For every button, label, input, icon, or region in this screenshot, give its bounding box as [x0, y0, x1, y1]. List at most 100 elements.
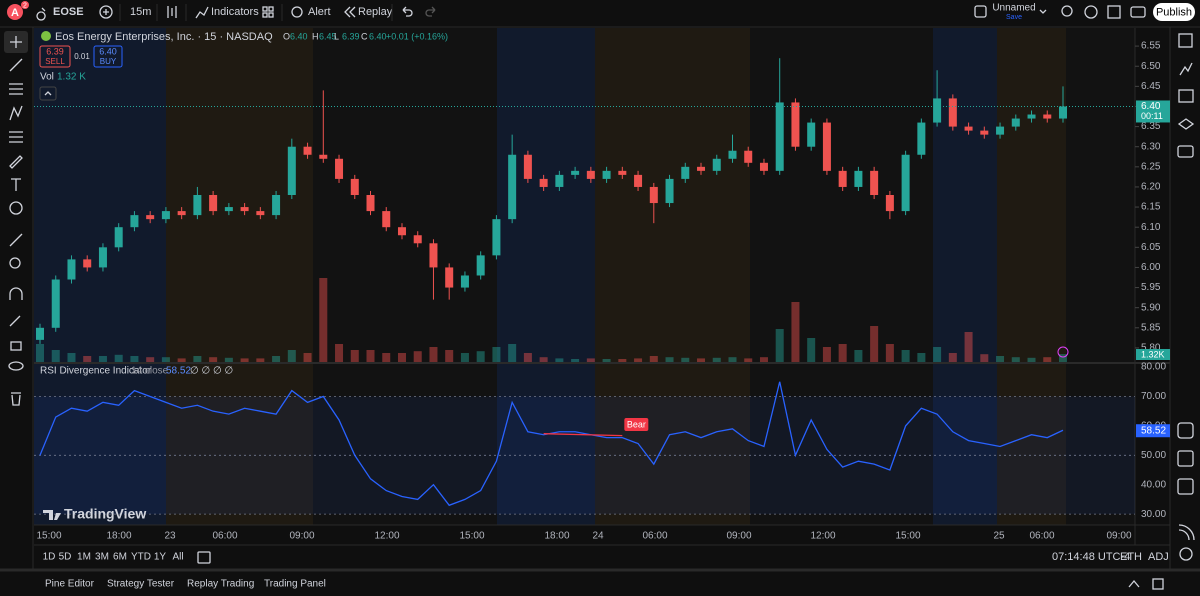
- layout-name[interactable]: Unnamed: [992, 3, 1035, 14]
- calendar[interactable]: [1177, 450, 1194, 467]
- price-tick-label: 6.15: [1141, 202, 1161, 213]
- candle-body: [885, 195, 894, 212]
- delete-tool[interactable]: [11, 392, 21, 406]
- candle-body: [177, 211, 186, 216]
- ohlc-item: +0.01 (+0.16%): [386, 31, 448, 41]
- range-button[interactable]: 1M: [77, 552, 91, 563]
- volume-bar: [240, 358, 249, 362]
- volume-bar: [885, 344, 894, 362]
- undo-button[interactable]: [402, 6, 413, 17]
- ohlc-item: 6.45: [319, 31, 337, 41]
- price-tick-label: 5.80: [1141, 343, 1161, 354]
- trend-line-tool[interactable]: [9, 58, 23, 72]
- sell-label: SELL: [45, 57, 65, 66]
- pattern-tool[interactable]: [9, 105, 23, 121]
- pine[interactable]: [1177, 422, 1194, 439]
- candle-body: [933, 98, 942, 123]
- volume-bar: [429, 347, 438, 362]
- magnet-tool[interactable]: [9, 287, 23, 300]
- templates-icon[interactable]: [262, 6, 268, 12]
- alerts[interactable]: [1179, 62, 1193, 76]
- alert-button[interactable]: Alert: [308, 6, 331, 18]
- hide-tool[interactable]: [8, 361, 24, 371]
- symbol[interactable]: EOSE: [53, 6, 84, 18]
- watchlist[interactable]: [1178, 33, 1193, 48]
- panel-tab[interactable]: Trading Panel: [264, 579, 326, 590]
- brush-tool[interactable]: [9, 155, 23, 169]
- icon-tool[interactable]: [9, 201, 23, 215]
- crosshair-tool: [10, 36, 22, 48]
- volume-bar: [272, 356, 281, 362]
- settings[interactable]: [1084, 5, 1098, 19]
- interval[interactable]: 15m: [130, 6, 151, 18]
- lock-tool[interactable]: [10, 341, 22, 351]
- flash-icon[interactable]: [1057, 346, 1069, 358]
- candle-body: [555, 174, 564, 187]
- candle-body: [712, 158, 721, 171]
- panel-tab[interactable]: Strategy Tester: [107, 579, 175, 590]
- ruler-tool[interactable]: [9, 233, 23, 247]
- symbol-name[interactable]: Eos Energy Enterprises, Inc. · 15 · NASD…: [55, 31, 273, 43]
- add-symbol[interactable]: [99, 5, 113, 19]
- price-tick-label: 5.85: [1141, 322, 1161, 333]
- collapse-legend[interactable]: [39, 86, 57, 101]
- range-button[interactable]: 1D: [43, 552, 56, 563]
- help[interactable]: [1179, 547, 1193, 561]
- publish-button[interactable]: [1153, 3, 1195, 21]
- layers[interactable]: [1177, 118, 1195, 130]
- fullscreen[interactable]: [1107, 5, 1121, 19]
- indicators-button[interactable]: Indicators: [211, 6, 259, 18]
- quick-search[interactable]: [1061, 5, 1073, 17]
- fib-tool[interactable]: [9, 83, 23, 95]
- volume-bar: [256, 358, 265, 362]
- panel-tab[interactable]: Pine Editor: [45, 579, 95, 590]
- layout-menu[interactable]: [1039, 9, 1047, 14]
- range-button[interactable]: 1Y: [154, 552, 167, 563]
- panel-expand[interactable]: [1128, 579, 1140, 588]
- candle-body: [413, 235, 422, 244]
- candle-body: [980, 130, 989, 135]
- screener[interactable]: [1177, 478, 1194, 495]
- price-tick-label: 6.55: [1141, 41, 1161, 52]
- range-button[interactable]: YTD: [131, 552, 151, 563]
- volume-bar: [98, 356, 107, 362]
- volume-bar: [917, 353, 926, 362]
- sell-button[interactable]: [39, 45, 71, 68]
- replay-button[interactable]: Replay: [358, 6, 393, 18]
- panel-tab[interactable]: Replay Trading: [187, 579, 254, 590]
- forecast-tool[interactable]: [9, 131, 23, 143]
- layout-icon[interactable]: [974, 5, 987, 18]
- session-toggle[interactable]: ETH: [1120, 551, 1142, 563]
- range-button[interactable]: All: [172, 552, 183, 563]
- candle-body: [382, 211, 391, 228]
- chat[interactable]: [1177, 145, 1194, 158]
- avatar[interactable]: [7, 4, 23, 20]
- news[interactable]: [1178, 89, 1194, 103]
- candle-body: [759, 162, 768, 171]
- buy-button[interactable]: [93, 45, 123, 68]
- snapshot[interactable]: [1130, 6, 1146, 18]
- session-extended: [166, 28, 313, 525]
- adjust-toggle[interactable]: ADJ: [1148, 551, 1169, 563]
- time-label: 06:00: [1029, 531, 1054, 542]
- time-label: 24: [592, 531, 604, 542]
- stay-drawing[interactable]: [9, 315, 21, 327]
- badge: [21, 1, 29, 9]
- streams[interactable]: [1178, 524, 1195, 541]
- zoom-tool[interactable]: [9, 257, 21, 269]
- date-range-icon[interactable]: [197, 551, 211, 564]
- volume-bar: [397, 353, 406, 362]
- panel-maximize[interactable]: [1152, 578, 1164, 590]
- text-tool[interactable]: [11, 178, 21, 191]
- range-button[interactable]: 6M: [113, 552, 127, 563]
- chart-area: [34, 28, 1135, 525]
- range-button[interactable]: 5D: [59, 552, 72, 563]
- price-tick-label: 6.50: [1141, 61, 1161, 72]
- indicator-name[interactable]: RSI Divergence Indicator: [40, 366, 152, 377]
- chart-type-icon[interactable]: [167, 6, 177, 18]
- price-tick-label: 6.35: [1141, 121, 1161, 132]
- range-button[interactable]: 3M: [95, 552, 109, 563]
- bear-label-box: [624, 418, 649, 431]
- redo-button[interactable]: [425, 6, 436, 17]
